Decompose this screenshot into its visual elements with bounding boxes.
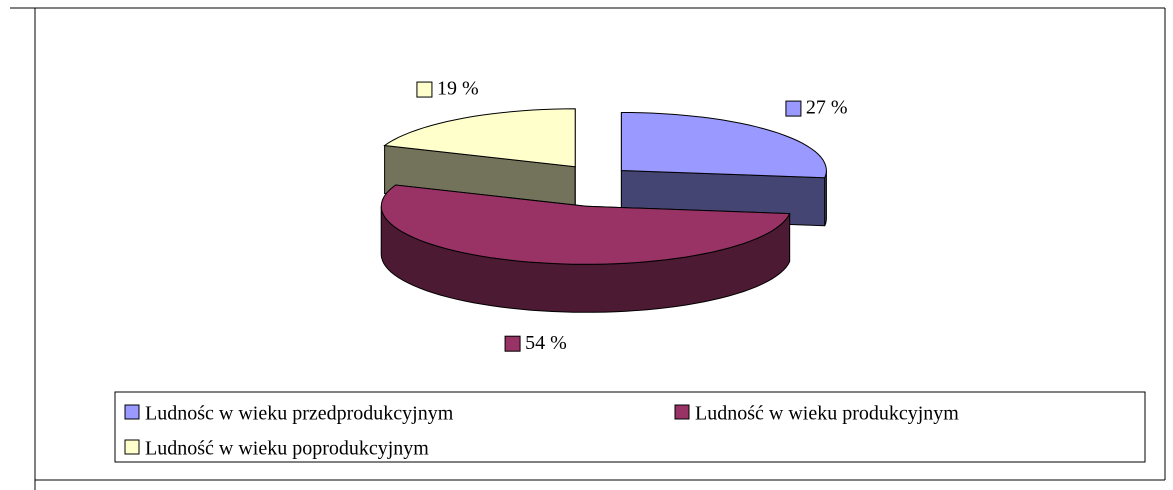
- legend-key: [124, 439, 140, 455]
- slice-side-wall: [824, 170, 827, 226]
- legend-label: Ludność w wieku produkcyjnym: [695, 403, 959, 425]
- data-label-key: [785, 100, 802, 117]
- slice: [620, 112, 827, 179]
- data-label-key: [416, 81, 433, 98]
- legend-key: [124, 404, 140, 420]
- legend-label: Ludność w wieku poprodukcyjnym: [145, 438, 429, 460]
- slice: [380, 184, 791, 265]
- data-label-key: [504, 335, 521, 352]
- data-label: 54 %: [525, 332, 567, 354]
- legend-box: [114, 391, 1146, 463]
- legend-key: [674, 404, 690, 420]
- data-label: 27 %: [806, 97, 848, 119]
- slice: [383, 108, 576, 168]
- legend-label: Ludnośc w wieku przedprodukcyjnym: [145, 403, 454, 425]
- data-label: 19 %: [437, 78, 479, 100]
